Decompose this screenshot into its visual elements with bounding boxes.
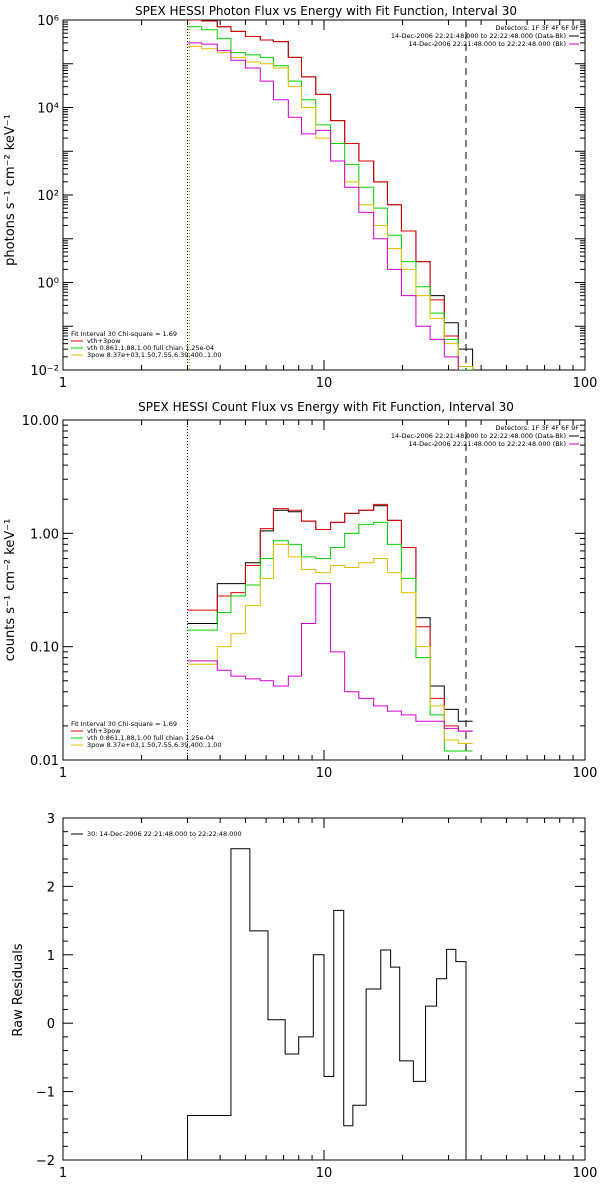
- panel-3-y-tick-label: −1: [36, 1086, 55, 1101]
- panel-1-plot: 1 10 100 10⁻² 10⁰ 10² 10⁴ 10⁶ Detectors: 1F 3F 4…: [30, 14, 598, 391]
- panel-1-y-tick-label: 10⁶: [37, 14, 59, 29]
- panel-2-ylabel: counts s⁻¹ cm⁻² keV⁻¹: [3, 519, 18, 662]
- panel-2-x-tick-label: 1: [59, 766, 67, 781]
- legend-top-header: Detectors: 1F 3F 4F 6F 9F: [495, 24, 579, 32]
- panel-1-x-tick-label: 100: [573, 376, 598, 391]
- legend-top-entry: 14-Dec-2006 22:21:48.000 to 22:22:48.000…: [391, 32, 566, 40]
- series-vth-3pow-line: [187, 20, 474, 370]
- panel-1-x-tick-label: 1: [59, 376, 67, 391]
- legend-bottom-entry: 3pow 8.37e+03,1.50,7.55,6.39,400.,1.00: [87, 741, 222, 749]
- panel-3-y-tick-label: 2: [47, 880, 55, 895]
- panel-2-x-tick-label: 10: [316, 766, 333, 781]
- panel-2-y-tick-label: 10.00: [22, 414, 59, 429]
- series-vth-3pow-line: [187, 503, 473, 732]
- panel-1-ylabel: photons s⁻¹ cm⁻² keV⁻¹: [3, 114, 18, 266]
- series-3pow-line: [187, 543, 473, 744]
- panel-1-y-tick-label: 10⁻²: [30, 364, 59, 379]
- panel-2-y-tick-label: 0.01: [30, 754, 59, 769]
- panel-2-title: SPEX HESSI Count Flux vs Energy with Fit…: [138, 400, 514, 414]
- panel-2-plot: 1 10 100 0.01 0.10 1.00 10.00 Detectors: 1F 3F …: [22, 414, 598, 781]
- panel-3-plot-area: [187, 848, 467, 1160]
- panel-2-y-tick-label: 0.10: [30, 641, 59, 656]
- panel-1-title: SPEX HESSI Photon Flux vs Energy with Fi…: [135, 4, 517, 18]
- panel-3-y-tick-label: −2: [36, 1154, 55, 1169]
- legend-bottom-entry: 3pow 8.37e+03,1.50,7.55,6.39,400.,1.00: [87, 351, 222, 359]
- panel-1-y-tick-label: 10²: [37, 189, 59, 204]
- legend-bottom-header: Fit Interval 30 Chi-square = 1.69: [71, 330, 177, 338]
- panel-1-plot-area: [187, 20, 474, 370]
- series-bk-line: [187, 583, 473, 732]
- panel-2-x-tick-label: 100: [573, 766, 598, 781]
- panel-2-plot-area: [187, 420, 473, 760]
- panel-2-y-tick-label: 1.00: [30, 527, 59, 542]
- panel-3-x-tick-label: 1: [59, 1166, 67, 1181]
- series-residuals-line: [187, 848, 467, 1160]
- panel-3-x-tick-label: 100: [573, 1166, 598, 1181]
- legend-top-entry: 14-Dec-2006 22:21:48.000 to 22:22:48.000…: [409, 440, 567, 448]
- panel-1-x-tick-label: 10: [316, 376, 333, 391]
- legend-bottom-entry: vth 0.861,1.88,1.00 full chian 1.25e-04: [87, 344, 214, 352]
- panel-1-y-tick-label: 10⁴: [37, 102, 59, 117]
- legend-entry: 30: 14-Dec-2006 22:21:48.000 to 22:22:48…: [87, 830, 242, 838]
- legend-top-entry: 14-Dec-2006 22:21:48.000 to 22:22:48.000…: [409, 40, 567, 48]
- panel-1-y-tick-label: 10⁰: [37, 277, 59, 292]
- series-bk-line: [187, 42, 459, 370]
- panel-3-plot: 1 10 100 −2 −1 0 1 2 3 30: 14-Dec-2006 22:21:48.0…: [36, 812, 598, 1181]
- panel-3-y-tick-label: 3: [47, 812, 55, 827]
- series-vth-line: [187, 26, 474, 370]
- panel-3-y-tick-label: 1: [47, 949, 55, 964]
- panel-3-x-tick-label: 10: [316, 1166, 333, 1181]
- legend-bottom-entry: vth+3pow: [87, 727, 121, 735]
- legend-bottom-entry: vth+3pow: [87, 337, 121, 345]
- legend-top-header: Detectors: 1F 3F 4F 6F 9F: [495, 424, 579, 432]
- legend-top-entry: 14-Dec-2006 22:21:48.000 to 22:22:48.000…: [391, 432, 566, 440]
- legend-bottom-header: Fit Interval 30 Chi-square = 1.69: [71, 720, 177, 728]
- panel-3-y-tick-label: 0: [47, 1017, 55, 1032]
- panel-3-ylabel: Raw Residuals: [11, 943, 26, 1036]
- legend-bottom-entry: vth 0.861,1.88,1.00 full chian 1.25e-04: [87, 734, 214, 742]
